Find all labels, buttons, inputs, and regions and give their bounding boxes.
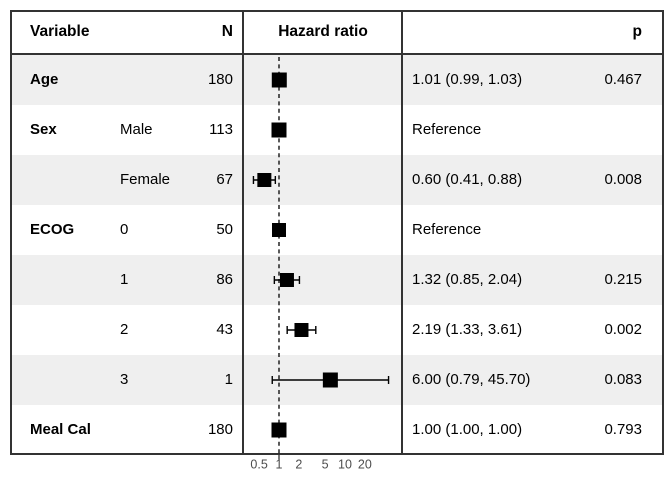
- row-level-label: 2: [120, 321, 129, 338]
- row-estimate-label: 6.00 (0.79, 45.70): [412, 371, 531, 388]
- table-row: 2 43 2.19 (1.33, 3.61) 0.002: [11, 305, 663, 355]
- row-p-value: 0.215: [604, 271, 642, 288]
- row-level-label: Female: [120, 171, 171, 188]
- row-estimate-label: 1.01 (0.99, 1.03): [412, 71, 523, 88]
- x-axis-tick-label: 1: [276, 458, 283, 472]
- row-estimate-label: Reference: [412, 121, 482, 138]
- row-n-value: 50: [216, 221, 233, 238]
- row-estimate-label: 1.32 (0.85, 2.04): [412, 271, 523, 288]
- row-level-label: 0: [120, 221, 129, 238]
- x-axis-tick-label: 5: [322, 458, 329, 472]
- table-row: Age 180 1.01 (0.99, 1.03) 0.467: [11, 55, 663, 105]
- table-row: Sex Male 113 Reference: [11, 105, 663, 155]
- row-n-value: 67: [216, 171, 233, 188]
- col-header-variable: Variable: [30, 23, 90, 40]
- x-axis-tick-label: 2: [295, 458, 302, 472]
- row-p-value: 0.083: [604, 371, 642, 388]
- row-n-value: 180: [207, 71, 233, 88]
- row-p-value: 0.793: [604, 421, 642, 438]
- row-variable-label: Meal Cal: [30, 421, 91, 438]
- row-level-label: 1: [120, 271, 129, 288]
- x-axis-tick-label: 0.5: [250, 458, 267, 472]
- row-level-label: 3: [120, 371, 129, 388]
- row-variable-label: ECOG: [30, 221, 75, 238]
- table-row: Female 67 0.60 (0.41, 0.88) 0.008: [11, 155, 663, 205]
- row-estimate-label: 1.00 (1.00, 1.00): [412, 421, 523, 438]
- table-row: 3 1 6.00 (0.79, 45.70) 0.083: [11, 355, 663, 405]
- row-estimate-label: 0.60 (0.41, 0.88): [412, 171, 523, 188]
- row-variable-label: Sex: [30, 121, 57, 138]
- row-n-value: 180: [207, 421, 233, 438]
- row-n-value: 43: [216, 321, 233, 338]
- x-axis-tick-label: 20: [358, 458, 372, 472]
- table-header: Variable N Hazard ratio p: [11, 10, 663, 55]
- row-level-label: Male: [120, 121, 153, 138]
- row-n-value: 113: [209, 121, 233, 138]
- row-estimate-label: Reference: [412, 221, 482, 238]
- col-header-p: p: [632, 23, 642, 40]
- row-estimate-label: 2.19 (1.33, 3.61): [412, 321, 523, 338]
- row-n-value: 1: [224, 371, 233, 388]
- table-row: Meal Cal 180 1.00 (1.00, 1.00) 0.793: [11, 405, 663, 455]
- row-p-value: 0.002: [604, 321, 642, 338]
- row-n-value: 86: [216, 271, 233, 288]
- col-header-n: N: [221, 23, 233, 40]
- row-p-value: 0.467: [604, 71, 642, 88]
- table-row: 1 86 1.32 (0.85, 2.04) 0.215: [11, 255, 663, 305]
- table-row: ECOG 0 50 Reference: [11, 205, 663, 255]
- col-header-hazard-ratio: Hazard ratio: [278, 23, 368, 40]
- row-variable-label: Age: [30, 71, 59, 88]
- row-p-value: 0.008: [604, 171, 642, 188]
- x-axis-tick-label: 10: [338, 458, 352, 472]
